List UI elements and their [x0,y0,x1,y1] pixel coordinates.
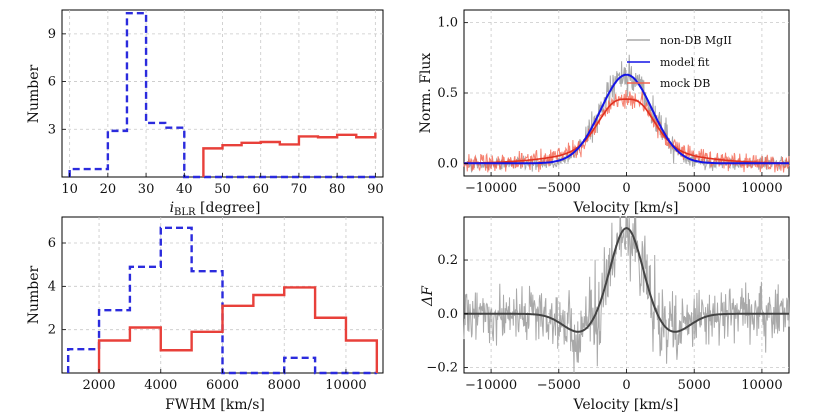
y-axis-label: ΔF [420,285,436,307]
x-tick-label: 30 [138,182,155,197]
grid [62,10,383,177]
x-tick-label: 5000 [678,181,711,196]
model-fit-line [464,73,789,165]
spectrum-lines [463,54,790,173]
histogram-bars [68,11,377,179]
x-tick-label: 10 [61,182,78,197]
residual-smooth-line [464,227,789,333]
x-tick-label: 5000 [678,378,711,393]
histogram-mock-db [97,286,379,373]
x-axis-label: iBLR [degree] [170,200,261,218]
histogram-non-db [68,11,376,179]
y-tick-label: 0.0 [437,156,458,171]
x-label-italic: i [170,200,174,216]
y-tick-label: 0.2 [437,253,458,268]
legend: non-DB MgII model fit mock DB [627,34,732,90]
x-tick-label: −5000 [537,378,581,393]
x-tick-label: 8000 [268,378,301,393]
histogram-mock-db [202,132,377,177]
histogram-non-db [66,226,377,375]
legend-label-model-fit: model fit [660,56,710,69]
legend-label-mock-db: mock DB [660,77,710,90]
y-tick-label: 0.0 [437,307,458,322]
x-tick-label: −5000 [537,181,581,196]
x-tick-label: 0 [622,181,630,196]
x-tick-label: 6000 [206,378,239,393]
x-tick-label: 0 [622,378,630,393]
panel-inclination-histogram: 10 20 30 40 50 60 70 80 90 3 6 9 iBLR [degree] Numb… [26,9,384,218]
y-axis-label: Number [26,265,42,324]
residual-noisy [463,216,790,374]
y-tick-label: 3 [48,122,56,137]
axis-ticks: 10 20 30 40 50 60 70 80 90 3 6 9 [48,27,384,197]
axis-ticks: −10000 −5000 0 5000 10000 0.0 0.5 1.0 [437,16,782,196]
x-label-sub: BLR [174,207,196,218]
axis-ticks: 2000 4000 6000 8000 10000 2 4 6 [48,236,367,393]
panel-fwhm-histogram: 2000 4000 6000 8000 10000 2 4 6 FWHM [km/s] Num… [26,216,384,413]
y-axis-label: Number [26,64,42,123]
x-axis-label: Velocity [km/s] [573,200,679,216]
x-axis-label: FWHM [km/s] [165,397,265,413]
y-tick-label: 4 [48,279,56,294]
x-tick-label: 60 [252,182,269,197]
y-tick-label: 1.0 [437,16,458,31]
x-axis-label: Velocity [km/s] [573,397,679,413]
x-tick-label: 50 [214,182,231,197]
x-tick-label: 70 [291,182,308,197]
y-tick-label: 6 [48,75,56,90]
x-tick-label: 10000 [741,378,782,393]
y-tick-label: 2 [48,323,56,338]
panel-line-profiles: −10000 −5000 0 5000 10000 0.0 0.5 1.0 non-DB Mg… [418,9,790,216]
panel-residual: −10000 −5000 0 5000 10000 −0.2 0.0 0.2 Velocity… [420,216,790,413]
y-tick-label: 6 [48,236,56,251]
y-tick-label: −0.2 [426,361,458,376]
x-tick-label: 4000 [144,378,177,393]
x-tick-label: 90 [367,182,384,197]
x-tick-label: −10000 [465,181,517,196]
x-tick-label: 10000 [741,181,782,196]
y-axis-label: Norm. Flux [418,53,434,134]
x-label-rest: [degree] [196,200,261,216]
residual-lines [463,216,790,374]
grid [464,217,789,373]
x-tick-label: 2000 [82,378,115,393]
mock-db-smooth [464,98,789,164]
axis-ticks: −10000 −5000 0 5000 10000 −0.2 0.0 0.2 [426,253,782,393]
histogram-bars [66,226,379,375]
x-tick-label: −10000 [465,378,517,393]
y-tick-label: 0.5 [437,86,458,101]
x-tick-label: 80 [329,182,346,197]
x-tick-label: 10000 [325,378,366,393]
x-tick-label: 40 [176,182,193,197]
y-tick-label: 9 [48,27,56,42]
x-tick-label: 20 [100,182,117,197]
legend-label-non-db: non-DB MgII [660,34,732,47]
